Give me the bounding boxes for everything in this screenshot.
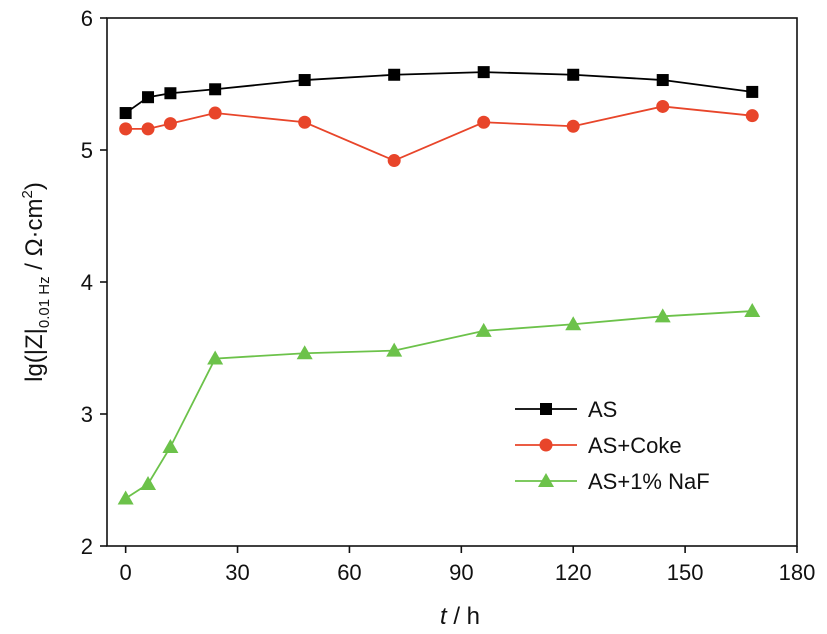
data-point [656,99,670,113]
series-line [125,105,753,162]
x-tick-label: 0 [120,560,132,585]
y-axis-title-subscript: 0.01 Hz [36,276,53,328]
data-point [208,106,222,120]
ticks: 0 30 60 90 120 150 180 2 3 4 5 6 [81,6,816,585]
x-axis-title: t / h [440,603,480,630]
legend-item: AS [515,397,617,422]
data-point [141,122,155,136]
series-square [119,66,759,120]
data-point [744,303,761,318]
legend-label: AS+1% NaF [588,469,710,494]
series-line [125,310,753,500]
data-point [140,475,157,490]
data-point [207,350,224,365]
y-tick-label: 6 [81,6,93,31]
data-point [565,316,582,331]
data-point [745,109,759,123]
data-point [209,83,222,96]
legend-marker [538,473,554,487]
data-point [477,66,490,79]
y-tick-label: 5 [81,138,93,163]
x-axis-unit: / h [447,603,480,630]
legend-item: AS+Coke [515,433,682,458]
y-axis-title-start: lg(|Z| [21,328,48,382]
data-point [386,342,403,357]
legend-label: AS [588,397,617,422]
data-point [142,91,155,104]
x-tick-label: 60 [337,560,361,585]
y-tick-label: 3 [81,402,93,427]
data-point [656,74,669,87]
series-triangle [117,303,761,505]
data-point [746,85,759,98]
data-point [298,115,312,129]
data-point [117,490,134,505]
x-tick-label: 180 [779,560,816,585]
data-point [387,154,401,168]
y-axis-title: lg(|Z|0.01 Hz / Ω·cm2) [19,182,53,382]
y-tick-label: 4 [81,270,93,295]
legend-item: AS+1% NaF [515,469,710,494]
y-axis-title-end: ) [21,182,48,190]
y-axis-title-superscript: 2 [19,190,36,198]
x-tick-label: 30 [225,560,249,585]
data-point [567,68,580,81]
axes [106,17,798,547]
data-point [119,122,133,136]
y-axis-title-unit: / Ω·cm [21,198,48,276]
series-line [125,71,753,114]
series [117,66,761,505]
data-point [164,87,177,100]
x-tick-label: 90 [449,560,473,585]
x-tick-label: 150 [667,560,704,585]
data-point [296,345,313,360]
y-tick-label: 2 [81,534,93,559]
plot-frame [106,17,798,547]
data-point [654,308,671,323]
x-tick-label: 120 [555,560,592,585]
data-point [475,322,492,337]
data-point [477,115,491,129]
x-axis-variable: t [440,603,448,630]
data-point [119,107,132,120]
data-point [163,117,177,131]
series-circle [119,99,759,168]
legend: AS AS+Coke AS+1% NaF [515,397,710,494]
data-point [566,119,580,133]
data-point [162,439,179,453]
legend-marker [539,438,553,452]
legend-marker [540,403,552,415]
data-point [298,74,311,87]
data-point [388,68,401,81]
legend-label: AS+Coke [588,433,682,458]
